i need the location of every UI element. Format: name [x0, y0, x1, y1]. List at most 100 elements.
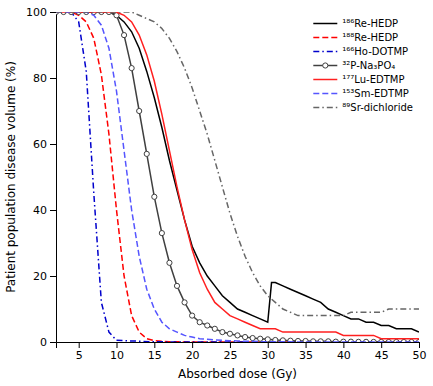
marker — [121, 33, 126, 38]
tick-label: 20 — [186, 349, 200, 362]
tick-label: 5 — [76, 349, 83, 362]
legend-label: ⁸⁹Sr-dichloride — [342, 102, 413, 113]
tick-label: 15 — [148, 349, 162, 362]
tick-label: 50 — [413, 349, 427, 362]
tick: 50 — [413, 342, 427, 362]
marker — [129, 66, 134, 71]
tick-mark — [50, 12, 56, 13]
plot: 5 10 15 20 25 30 35 40 45 50 0 20 40 60 80 100 ¹⁸⁶Re-HED… — [26, 6, 427, 362]
legend-item: ⁸⁹Sr-dichloride — [313, 102, 413, 113]
legend-swatch — [313, 93, 337, 95]
tick-label: 60 — [33, 138, 47, 151]
marker — [182, 300, 187, 305]
series-line — [56, 12, 419, 342]
tick-mark — [306, 342, 307, 348]
series-group — [56, 12, 419, 342]
series-line — [56, 12, 419, 332]
marker — [144, 151, 149, 156]
tick-mark — [50, 276, 56, 277]
tick-mark — [79, 342, 80, 348]
tick-mark — [117, 342, 118, 348]
tick-mark — [230, 342, 231, 348]
tick-label: 20 — [33, 270, 47, 283]
marker — [137, 108, 142, 113]
tick-label: 35 — [299, 349, 313, 362]
tick: 35 — [299, 342, 313, 362]
legend-label: ¹⁸⁸Re-HEDP — [342, 32, 398, 43]
y-axis-title: Patient population disease volume (%) — [4, 61, 18, 293]
tick: 100 — [26, 6, 56, 19]
tick-mark — [50, 210, 56, 211]
marker — [227, 331, 232, 336]
legend-swatch — [313, 37, 337, 39]
legend-label: ³²P-Na₃PO₄ — [342, 60, 395, 71]
tick-mark — [381, 342, 382, 348]
tick: 20 — [33, 270, 56, 283]
legend-marker — [323, 63, 328, 68]
marker — [174, 283, 179, 288]
tick: 15 — [148, 342, 162, 362]
legend-item: ³²P-Na₃PO₄ — [313, 60, 395, 71]
tick: 80 — [33, 72, 56, 85]
legend-item: ¹⁸⁶Re-HEDP — [313, 18, 398, 29]
y-axis: 0 20 40 60 80 100 — [26, 6, 57, 349]
legend-swatch — [313, 51, 337, 53]
tick-mark — [50, 78, 56, 79]
legend-label: ¹⁷⁷Lu-EDTMP — [342, 74, 404, 85]
tick: 25 — [223, 342, 237, 362]
series-line — [56, 12, 419, 316]
marker — [258, 336, 263, 341]
tick-mark — [419, 342, 420, 348]
legend-label: ¹⁸⁶Re-HEDP — [342, 18, 398, 29]
legend-item: ¹⁵³Sm-EDTMP — [313, 88, 409, 99]
tick-mark — [192, 342, 193, 348]
marker — [152, 194, 157, 199]
marker — [167, 260, 172, 265]
tick-label: 80 — [33, 72, 47, 85]
tick-label: 40 — [33, 204, 47, 217]
series-line — [56, 12, 419, 342]
tick-mark — [154, 342, 155, 348]
marker — [220, 330, 225, 335]
tick-label: 45 — [375, 349, 389, 362]
tick: 10 — [110, 342, 124, 362]
tick: 60 — [33, 138, 56, 151]
marker — [159, 231, 164, 236]
tick-mark — [343, 342, 344, 348]
tick: 0 — [40, 336, 56, 349]
x-axis: 5 10 15 20 25 30 35 40 45 50 — [57, 342, 427, 362]
marker — [205, 323, 210, 328]
marker — [235, 333, 240, 338]
tick-label: 10 — [110, 349, 124, 362]
tick: 20 — [186, 342, 200, 362]
legend: ¹⁸⁶Re-HEDP ¹⁸⁸Re-HEDP ¹⁶⁶Ho-DOTMP ³²P-Na₃PO… — [313, 18, 413, 113]
tick-label: 0 — [40, 336, 47, 349]
tick-mark — [50, 144, 56, 145]
series-line — [56, 12, 419, 342]
tick: 45 — [375, 342, 389, 362]
axis-line — [57, 343, 420, 349]
legend-item: ¹⁸⁸Re-HEDP — [313, 32, 398, 43]
legend-item: ¹⁷⁷Lu-EDTMP — [313, 74, 404, 85]
axis-line — [50, 13, 57, 343]
tick-mark — [50, 342, 56, 343]
tick: 30 — [261, 342, 275, 362]
legend-swatch — [313, 23, 337, 25]
series-line — [56, 12, 419, 339]
marker — [250, 335, 255, 340]
tick: 40 — [337, 342, 351, 362]
series-markers — [56, 12, 419, 342]
tick: 5 — [76, 342, 83, 362]
tick-label: 40 — [337, 349, 351, 362]
tick-mark — [268, 342, 269, 348]
tick-label: 25 — [223, 349, 237, 362]
x-axis-title: Absorbed dose (Gy) — [178, 367, 297, 381]
legend-label: ¹⁶⁶Ho-DOTMP — [342, 46, 408, 57]
marker — [242, 334, 247, 339]
chart: 5 10 15 20 25 30 35 40 45 50 0 20 40 60 80 100 ¹⁸⁶Re-HED… — [0, 0, 433, 386]
tick: 40 — [33, 204, 56, 217]
legend-swatch — [313, 79, 337, 81]
legend-item: ¹⁶⁶Ho-DOTMP — [313, 46, 408, 57]
marker — [212, 326, 217, 331]
tick-label: 30 — [261, 349, 275, 362]
